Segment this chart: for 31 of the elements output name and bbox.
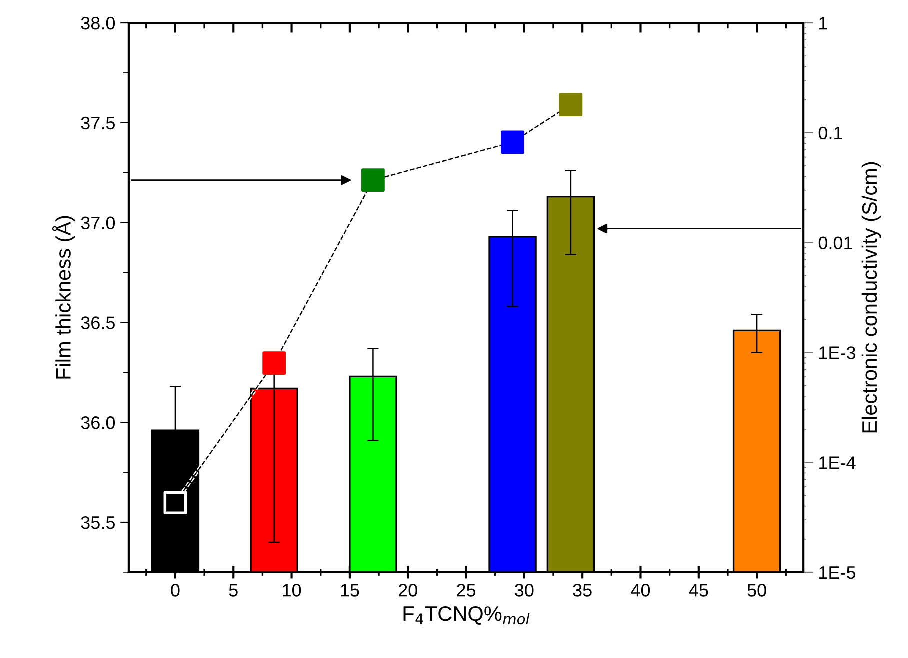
point: [262, 352, 286, 376]
point: [559, 93, 583, 117]
y2-tick-label: 1E-3: [820, 346, 856, 360]
y-tick-label: 37.0: [81, 216, 116, 230]
y-axis-title: Film thickness (Å): [52, 216, 76, 379]
x-tick-label: 50: [748, 584, 766, 597]
y2-tick-label: 0.1: [818, 126, 842, 140]
point: [164, 491, 188, 515]
x-tick-label: 15: [341, 584, 360, 597]
y-tick-label: 38.0: [81, 16, 116, 30]
y2-axis-title: Electronic conductivity (S/cm): [862, 162, 882, 433]
x-tick-label: 5: [229, 584, 238, 597]
x-tick-label: 40: [631, 584, 650, 597]
x-tick-label: 35: [573, 584, 592, 597]
y-tick-label: 36.0: [81, 416, 116, 430]
y-tick-label: 37.5: [81, 116, 115, 130]
x-tick-label: 25: [457, 584, 476, 597]
point: [501, 130, 524, 154]
y2-tick-label: 1: [820, 17, 828, 30]
y-tick-label: 36.5: [81, 316, 115, 330]
y2-tick-label: 0.01: [818, 236, 852, 250]
x-tick-label: 20: [398, 584, 418, 597]
x-tick-label: 10: [283, 584, 302, 597]
y-tick-label: 35.5: [81, 516, 115, 530]
x-tick-label: 0: [171, 584, 180, 597]
x-axis-title: F$_{4}$TCNQ%$_{mol}$: [404, 606, 530, 625]
x-tick-label: 45: [689, 584, 708, 597]
y2-tick-label: 1E-4: [820, 456, 856, 470]
y2-tick-label: 1E-5: [820, 566, 856, 580]
point: [362, 168, 385, 192]
x-tick-label: 30: [515, 584, 534, 597]
